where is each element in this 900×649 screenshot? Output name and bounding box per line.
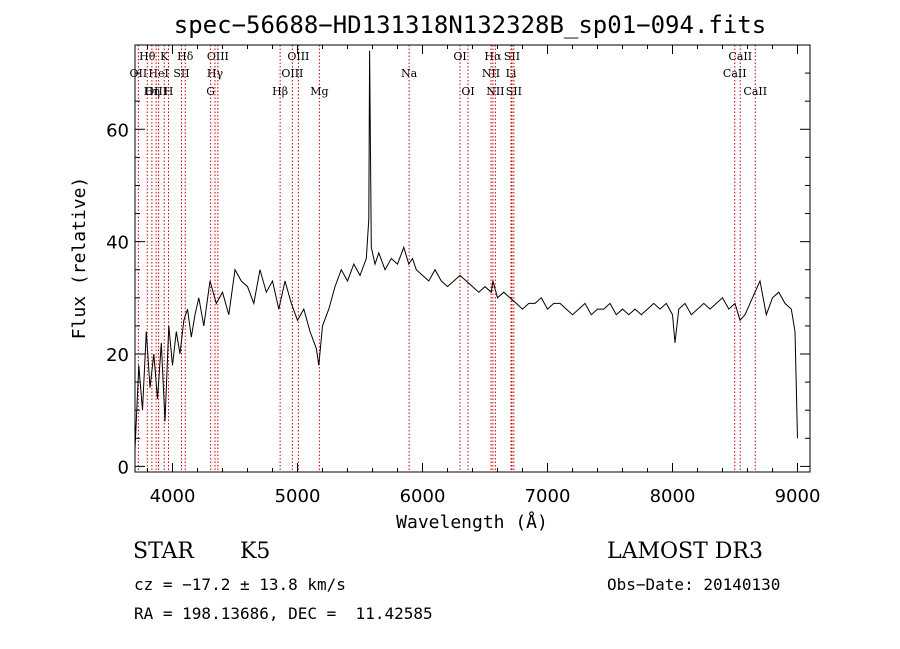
line-marker-label: OIII <box>207 50 229 63</box>
spectrum-line <box>134 50 798 450</box>
x-tick-label: 8000 <box>650 486 696 507</box>
obs-date: Obs−Date: 20140130 <box>607 575 781 594</box>
line-marker-label: OIII <box>287 50 309 63</box>
line-marker-label: Hγ <box>207 67 224 80</box>
x-tick-label: 9000 <box>775 486 821 507</box>
line-marker-label: OIII <box>281 67 303 80</box>
y-tick-label: 0 <box>118 457 129 478</box>
y-tick-label: 60 <box>106 120 129 141</box>
line-marker-label: OIII <box>145 85 167 98</box>
coordinates: RA = 198.13686, DEC = 11.42585 <box>134 604 433 623</box>
axis-ticks: 4000 5000 6000 7000 8000 9000 0 20 40 60 <box>106 45 820 507</box>
line-marker-label: Li <box>506 67 517 80</box>
x-tick-label: 5000 <box>275 486 321 507</box>
line-marker-label: NII <box>482 67 500 80</box>
y-tick-label: 40 <box>106 233 129 254</box>
x-tick-label: 4000 <box>150 486 196 507</box>
line-marker-label: CaII <box>728 50 752 63</box>
line-marker-label: SII <box>506 85 522 98</box>
survey-name: LAMOST DR3 <box>607 539 763 564</box>
line-marker-label: Hδ <box>177 50 194 63</box>
y-axis-label: Flux (relative) <box>69 177 90 340</box>
line-marker-label: G <box>206 85 215 98</box>
x-tick-label: 7000 <box>525 486 571 507</box>
redshift-text: cz = −17.2 ± 13.8 km/s <box>134 575 346 594</box>
x-tick-label: 6000 <box>400 486 446 507</box>
line-marker-label: CaII <box>723 67 747 80</box>
line-marker-label: Hη <box>144 85 160 98</box>
chart-title: spec−56688−HD131318N132328B_sp01−094.fit… <box>174 11 766 39</box>
line-marker-label: OI <box>453 50 466 63</box>
line-marker-label: K <box>160 50 169 63</box>
line-marker-label: CaII <box>743 85 767 98</box>
spectral-subclass: K5 <box>240 539 271 564</box>
x-axis-label: Wavelength (Å) <box>396 511 548 533</box>
line-marker-label: SII <box>504 50 520 63</box>
y-tick-label: 20 <box>106 345 129 366</box>
line-marker-label: Hθ <box>139 50 156 63</box>
line-marker-label: OI <box>461 85 474 98</box>
line-marker-label: SII <box>173 67 189 80</box>
line-marker-label: Na <box>401 67 418 80</box>
line-marker-label: NII <box>486 85 504 98</box>
line-marker-label: H <box>164 85 174 98</box>
plot-frame <box>134 44 811 473</box>
line-marker-label: Mg <box>310 85 328 98</box>
object-class: STAR <box>133 539 194 564</box>
line-marker-label: Hα <box>484 50 502 63</box>
line-marker-label: HeI <box>148 67 168 80</box>
line-marker-label: Hβ <box>272 85 288 98</box>
